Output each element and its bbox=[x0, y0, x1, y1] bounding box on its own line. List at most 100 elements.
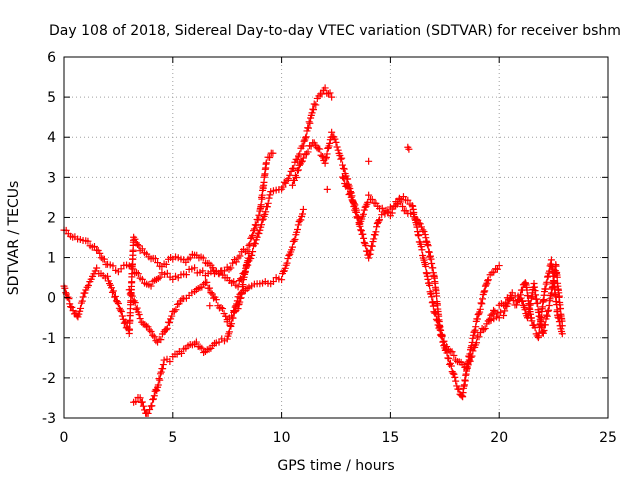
data-point bbox=[294, 221, 302, 229]
data-point bbox=[293, 156, 301, 164]
y-tick-label: 0 bbox=[47, 291, 56, 307]
data-point bbox=[376, 216, 384, 224]
data-point bbox=[288, 181, 296, 189]
data-point bbox=[326, 139, 334, 147]
data-point bbox=[290, 237, 298, 245]
data-point bbox=[170, 307, 178, 315]
data-point bbox=[194, 284, 202, 292]
data-point bbox=[506, 295, 514, 303]
data-point bbox=[77, 304, 85, 312]
data-point bbox=[238, 288, 246, 296]
data-point bbox=[134, 270, 142, 278]
y-tick-label: 5 bbox=[47, 90, 56, 106]
data-point bbox=[339, 161, 347, 169]
data-point bbox=[501, 307, 509, 315]
data-point bbox=[297, 216, 305, 224]
data-point bbox=[539, 328, 547, 336]
data-point bbox=[133, 269, 141, 277]
data-point bbox=[156, 376, 164, 384]
y-tick-label: 3 bbox=[47, 170, 56, 186]
data-point bbox=[114, 300, 122, 308]
data-point bbox=[198, 344, 206, 352]
data-point bbox=[481, 287, 489, 295]
axis-ticks bbox=[63, 56, 609, 419]
data-point bbox=[138, 398, 146, 406]
data-point bbox=[65, 295, 73, 303]
data-point bbox=[116, 306, 124, 314]
data-point bbox=[182, 271, 190, 279]
data-point bbox=[360, 239, 368, 247]
data-point bbox=[556, 322, 564, 330]
data-point bbox=[249, 227, 257, 235]
data-point bbox=[299, 210, 307, 218]
data-point bbox=[339, 164, 347, 172]
grid-lines bbox=[64, 57, 608, 418]
data-point bbox=[399, 203, 407, 211]
series-track-b bbox=[60, 149, 277, 338]
data-point bbox=[359, 230, 367, 238]
data-point bbox=[323, 150, 331, 158]
data-point bbox=[62, 289, 70, 297]
data-point bbox=[96, 249, 104, 257]
data-point bbox=[495, 262, 503, 270]
data-point bbox=[156, 370, 164, 378]
data-point bbox=[229, 259, 237, 267]
data-point bbox=[134, 241, 142, 249]
data-point bbox=[338, 154, 346, 162]
data-point bbox=[500, 312, 508, 320]
data-point bbox=[217, 304, 225, 312]
data-point bbox=[540, 327, 548, 335]
series-track-c bbox=[130, 205, 307, 417]
data-point bbox=[449, 369, 457, 377]
data-point bbox=[318, 90, 326, 98]
data-point bbox=[84, 237, 92, 245]
data-point bbox=[220, 267, 228, 275]
data-point bbox=[168, 312, 176, 320]
data-point bbox=[245, 241, 253, 249]
data-point bbox=[290, 164, 298, 172]
data-point bbox=[157, 336, 165, 344]
data-point bbox=[257, 201, 265, 209]
data-point bbox=[147, 282, 155, 290]
data-point bbox=[135, 242, 143, 250]
data-point bbox=[150, 392, 158, 400]
data-point bbox=[308, 109, 316, 117]
data-point bbox=[156, 273, 164, 281]
x-tick-label: 20 bbox=[490, 430, 508, 446]
data-point bbox=[348, 196, 356, 204]
data-point bbox=[292, 173, 300, 181]
data-point bbox=[340, 174, 348, 182]
x-tick-labels: 0 5 10 15 20 25 bbox=[60, 430, 617, 446]
data-point bbox=[305, 118, 313, 126]
data-point bbox=[154, 259, 162, 267]
data-point bbox=[254, 216, 262, 224]
data-point bbox=[81, 289, 89, 297]
data-point bbox=[299, 154, 307, 162]
data-point bbox=[371, 231, 379, 239]
data-point bbox=[486, 315, 494, 323]
data-point bbox=[424, 242, 432, 250]
data-point bbox=[543, 278, 551, 286]
data-point bbox=[410, 210, 418, 218]
data-point bbox=[447, 362, 455, 370]
data-point bbox=[375, 217, 383, 225]
data-point bbox=[373, 223, 381, 231]
data-point bbox=[293, 167, 301, 175]
data-point bbox=[84, 282, 92, 290]
data-point bbox=[397, 198, 405, 206]
data-point bbox=[452, 377, 460, 385]
data-point bbox=[144, 409, 152, 417]
data-point bbox=[147, 327, 155, 335]
data-point bbox=[306, 119, 314, 127]
x-tick-label: 0 bbox=[60, 430, 69, 446]
data-point bbox=[340, 165, 348, 173]
series-track-e bbox=[288, 128, 503, 375]
data-point bbox=[324, 90, 332, 98]
data-point bbox=[133, 304, 141, 312]
data-point bbox=[148, 402, 156, 410]
data-point bbox=[304, 148, 312, 156]
data-point bbox=[357, 227, 365, 235]
data-point bbox=[428, 293, 436, 301]
series-outliers bbox=[206, 143, 413, 326]
data-point bbox=[332, 138, 340, 146]
